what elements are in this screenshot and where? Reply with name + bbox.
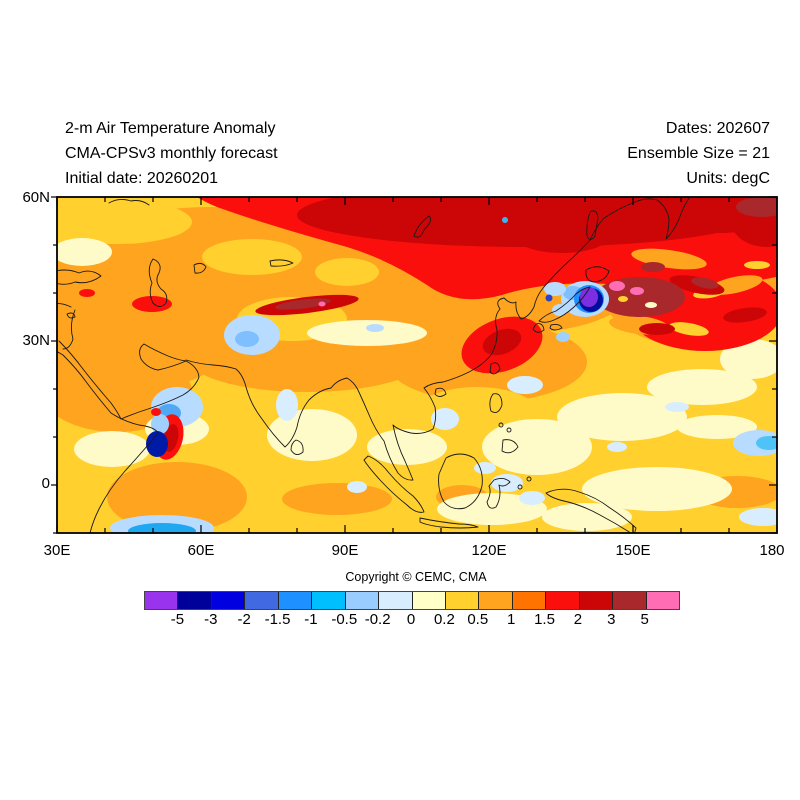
colorbar-cell-2: [210, 592, 245, 609]
colorbar-cell-13: [578, 592, 613, 609]
colorbar-cell-3: [244, 592, 278, 609]
initial-date: Initial date: 20260201: [65, 170, 219, 187]
colorbar-level-5: 5: [640, 611, 649, 628]
model-name: CMA-CPSv3 monthly forecast: [65, 145, 278, 162]
x-axis-label-90e: 90E: [331, 542, 359, 559]
x-axis-label-60e: 60E: [187, 542, 215, 559]
colorbar-level--1.5: -1.5: [264, 611, 291, 628]
y-axis-label-30n: 30N: [22, 332, 50, 349]
colorbar-labels: -5 -3 -2 -1.5 -1 -0.5 -0.2 0 0.2 0.5 1 1.5 2 3 5: [144, 611, 678, 629]
x-axis-label-30e: 30E: [43, 542, 71, 559]
japan-cold-core-feature: [502, 217, 609, 342]
colorbar-cell-12: [545, 592, 579, 609]
colorbar-level--0.5: -0.5: [331, 611, 358, 628]
colorbar-cell-15: [645, 592, 679, 609]
colorbar-cell-11: [511, 592, 546, 609]
somalia-dipole-feature: [146, 387, 203, 460]
info-block: Dates: 202607 Ensemble Size = 21 Units: …: [627, 116, 770, 191]
map-border: [56, 196, 778, 534]
colorbar-level-0: 0: [406, 611, 416, 628]
y-axis-label-0: 0: [41, 475, 50, 492]
colorbar-level-2: 2: [573, 611, 583, 628]
colorbar-cell-1: [177, 592, 211, 609]
colorbar-cell-4: [277, 592, 312, 609]
colorbar-level--2: -2: [237, 611, 251, 628]
anomaly-map: [51, 196, 778, 534]
coastlines: [57, 197, 691, 533]
colorbar-level--1: -1: [304, 611, 318, 628]
plot-title: 2-m Air Temperature Anomaly: [65, 120, 276, 137]
units: Units: degC: [686, 170, 770, 187]
colorbar-level--5: -5: [170, 611, 185, 628]
y-axis-label-60n: 60N: [22, 189, 50, 206]
colorbar-cell-8: [411, 592, 445, 609]
x-axis-label-120e: 120E: [471, 542, 507, 559]
colorbar-cell-14: [612, 592, 646, 609]
colorbar-level-1.5: 1.5: [534, 611, 555, 628]
temperature-field: [57, 197, 777, 533]
x-axis-label-180: 180: [759, 542, 785, 559]
copyright-text: Copyright © CEMC, CMA: [345, 570, 487, 584]
colorbar-cell-10: [478, 592, 512, 609]
colorbar-level-0.5: 0.5: [467, 611, 489, 628]
colorbar-level-0.2: 0.2: [433, 611, 455, 628]
colorbar: [144, 591, 680, 610]
ensemble-size: Ensemble Size = 21: [627, 145, 770, 162]
valid-dates: Dates: 202607: [665, 120, 770, 137]
colorbar-cell-6: [344, 592, 379, 609]
title-block: 2-m Air Temperature Anomaly CMA-CPSv3 mo…: [65, 116, 278, 191]
colorbar-cell-7: [378, 592, 412, 609]
colorbar-level--0.2: -0.2: [364, 611, 391, 628]
colorbar-cell-0: [145, 592, 178, 609]
colorbar-level-3: 3: [607, 611, 616, 628]
colorbar-level-1: 1: [506, 611, 516, 628]
colorbar-cell-5: [311, 592, 345, 609]
x-axis-label-150e: 150E: [615, 542, 651, 559]
colorbar-level--3: -3: [204, 611, 218, 628]
colorbar-cell-9: [444, 592, 479, 609]
